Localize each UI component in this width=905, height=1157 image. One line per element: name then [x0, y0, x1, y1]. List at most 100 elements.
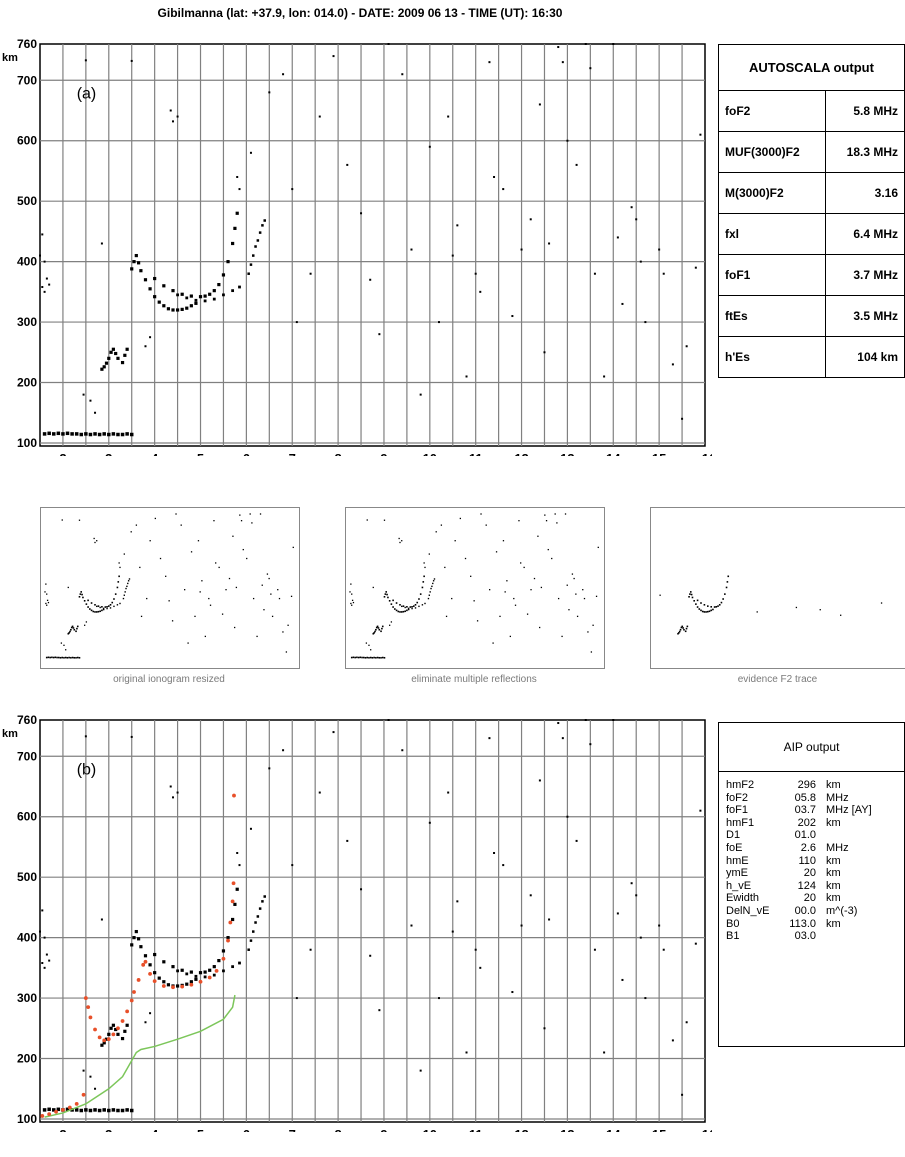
- es-trace-point: [97, 432, 102, 437]
- x-tick-label: 2: [59, 1127, 66, 1132]
- thumb-f1-point: [707, 610, 709, 613]
- thumb-f2-point: [102, 607, 105, 610]
- autoscala-label: foF2: [717, 90, 827, 132]
- x-tick-label: 4: [151, 1127, 159, 1132]
- thumbnail-multiple-removed-canvas: [349, 513, 599, 659]
- thumb-f1-point: [700, 609, 702, 612]
- noise-point: [41, 962, 44, 965]
- f2-trace-point: [162, 284, 166, 288]
- x-tick-label: 16: [702, 1127, 712, 1132]
- thumb-f2-point: [726, 581, 729, 583]
- page-title: Gibilmanna (lat: +37.9, lon: 014.0) - DA…: [157, 6, 563, 20]
- aip-param: hmF2: [726, 779, 755, 791]
- f2-trace-point: [180, 292, 184, 296]
- noise-point: [378, 1009, 381, 1012]
- f1-trace-point: [137, 261, 141, 265]
- thumb-f1-point: [95, 611, 98, 613]
- aip-unit: MHz: [826, 841, 849, 854]
- aip-row: B0 113.0 km: [726, 918, 905, 931]
- thumb-f2x-point: [432, 582, 434, 585]
- thumb-e-point: [378, 628, 381, 631]
- noise-point: [447, 115, 450, 118]
- e-trace-point: [120, 1036, 125, 1041]
- noise-point: [639, 936, 642, 939]
- thumb-f1-point: [78, 595, 81, 598]
- f1-trace-point: [162, 980, 166, 984]
- aip-param: ymE: [726, 867, 748, 880]
- noise-point: [575, 163, 578, 166]
- noise-point: [48, 283, 51, 286]
- thumb-f1-point: [386, 593, 388, 596]
- red-model-point: [83, 996, 88, 1000]
- f1-trace-point: [189, 304, 193, 308]
- y-tick-label: 400: [17, 931, 37, 945]
- thumb-f1-point: [689, 593, 691, 595]
- autoscala-label: M(3000)F2: [717, 172, 827, 214]
- f1-trace-point: [185, 982, 189, 986]
- aip-unit: km: [826, 816, 841, 829]
- es-trace-point: [93, 432, 97, 436]
- f1-trace-point: [130, 267, 134, 271]
- red-model-point: [120, 1019, 125, 1023]
- thumb-f1-point: [394, 608, 396, 610]
- thumb-es-point: [366, 656, 369, 659]
- thumb-f2-point: [724, 593, 726, 595]
- es-trace-point: [93, 1108, 97, 1112]
- thumb-noise-point: [523, 566, 525, 569]
- noise-point: [456, 900, 459, 903]
- thumb-f1-point: [400, 611, 403, 613]
- thumb-noise-point: [473, 600, 475, 602]
- y-tick-label: 200: [17, 376, 37, 390]
- f2-secondary-point: [185, 296, 189, 300]
- aip-param: B1: [726, 930, 740, 943]
- f2-secondary-point: [212, 297, 216, 301]
- thumb-noise-point: [47, 601, 50, 604]
- thumb-f2x-point: [127, 580, 130, 582]
- thumb-es-point: [378, 656, 381, 659]
- noise-point: [520, 248, 523, 251]
- thumb-f2-point: [401, 605, 403, 608]
- f2-x-trace-point: [252, 254, 255, 257]
- noise-point: [630, 882, 633, 885]
- red-model-point: [161, 984, 166, 988]
- noise-point: [332, 731, 335, 734]
- thumb-noise-point: [459, 517, 461, 520]
- thumb-noise-point: [119, 566, 121, 569]
- aip-param: DelN_vE: [726, 904, 770, 917]
- noise-point: [699, 133, 702, 136]
- thumb-noise-point: [139, 566, 141, 569]
- thumb-f1-point: [691, 596, 694, 599]
- noise-point: [309, 948, 312, 951]
- aip-unit: [826, 930, 905, 943]
- thumb-f2-point: [414, 607, 417, 609]
- noise-point: [529, 218, 532, 221]
- x-tick-label: 8: [334, 451, 341, 456]
- thumb-f2-point: [703, 604, 706, 606]
- thumb-f2-point: [424, 602, 426, 605]
- thumb-es-point: [75, 656, 77, 659]
- thumb-es-point: [49, 656, 51, 659]
- noise-point: [176, 115, 179, 118]
- red-model-point: [132, 990, 136, 994]
- thumb-noise-point: [372, 586, 374, 589]
- thumb-f1-point: [688, 595, 690, 598]
- e-trace-point: [107, 1032, 111, 1036]
- f1-trace-point: [148, 287, 152, 291]
- thumb-noise-point: [252, 597, 255, 600]
- thumb-noise-point: [232, 535, 234, 537]
- thumb-f2x-point: [126, 585, 128, 588]
- aip-value: 20: [803, 867, 816, 880]
- y-tick-label: 400: [17, 255, 37, 269]
- x-tick-label: 7: [289, 1127, 296, 1132]
- noise-point: [318, 115, 321, 118]
- thumb-noise-point: [123, 553, 125, 555]
- red-model-point: [207, 975, 212, 980]
- noise-point: [635, 894, 638, 897]
- f1-trace-point: [148, 963, 152, 967]
- thumb-es-point: [71, 656, 74, 659]
- thumb-f1-point: [397, 610, 400, 613]
- thumb-es-point: [61, 656, 64, 659]
- thumb-f1-point: [83, 599, 86, 602]
- thumb-noise-point: [840, 614, 842, 616]
- thumb-noise-point: [268, 577, 270, 580]
